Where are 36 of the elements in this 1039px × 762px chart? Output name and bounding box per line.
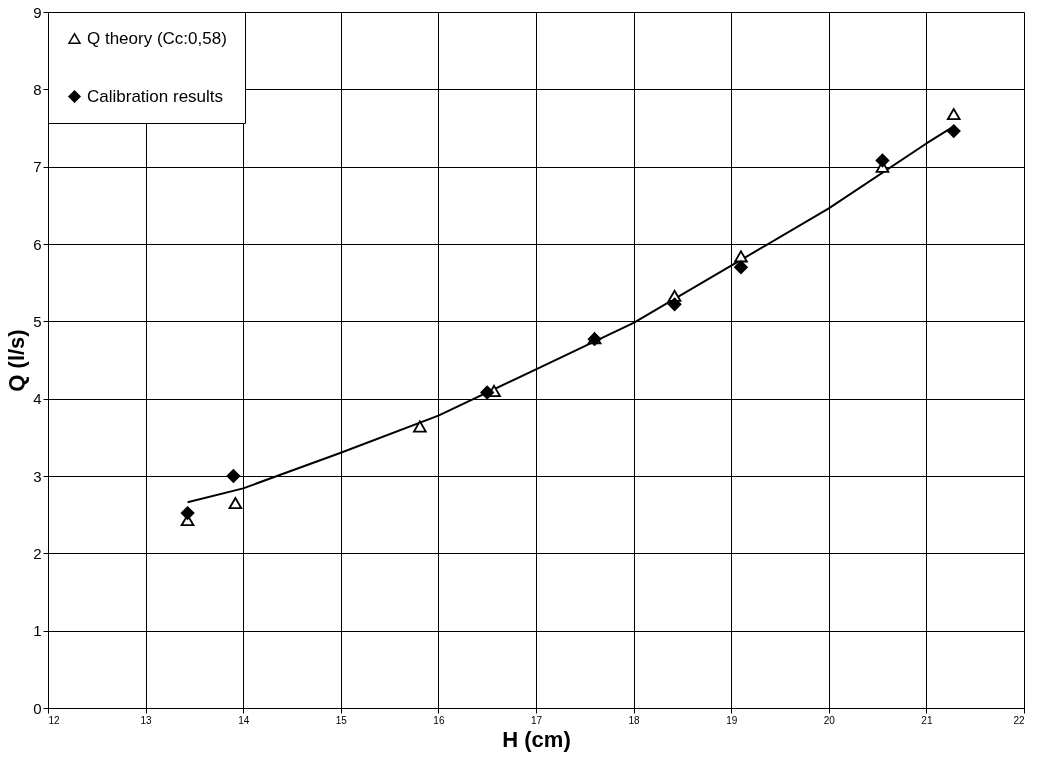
point xyxy=(875,153,890,168)
point xyxy=(734,250,748,263)
x-tick-label: 13 xyxy=(140,714,153,726)
x-tick-label: 17 xyxy=(530,714,543,726)
point xyxy=(734,260,748,275)
x-tick-label: 19 xyxy=(726,714,738,726)
y-axis-title: Q (l/s) xyxy=(4,329,30,392)
y-tick-label: 9 xyxy=(33,3,42,21)
legend-label: Calibration results xyxy=(87,86,224,106)
point xyxy=(228,497,243,510)
y-tick-label: 8 xyxy=(33,80,42,98)
x-tick-label: 12 xyxy=(48,714,61,726)
y-tick-label: 0 xyxy=(33,699,42,717)
point xyxy=(946,108,961,121)
point xyxy=(667,297,682,312)
y-tick-label: 2 xyxy=(33,544,42,562)
x-tick-label: 16 xyxy=(433,714,445,726)
x-axis-title: H (cm) xyxy=(502,726,571,752)
x-tick-label: 21 xyxy=(921,714,933,726)
x-tick-label: 18 xyxy=(628,714,641,726)
legend-label: Q theory (Cc:0,58) xyxy=(87,28,227,48)
y-tick-label: 7 xyxy=(33,158,42,176)
x-tick-label: 15 xyxy=(335,714,348,726)
point xyxy=(180,506,195,520)
y-tick-label: 6 xyxy=(33,235,42,253)
y-tick-label: 5 xyxy=(33,312,42,330)
x-tick-label: 14 xyxy=(238,714,250,726)
point xyxy=(413,420,427,433)
y-tick-label: 3 xyxy=(33,467,42,485)
y-tick-label: 4 xyxy=(33,390,42,408)
y-tick-label: 1 xyxy=(33,622,42,640)
point xyxy=(226,469,241,483)
point xyxy=(480,385,495,400)
x-tick-label: 22 xyxy=(1013,714,1025,726)
point xyxy=(946,124,961,138)
x-tick-label: 20 xyxy=(823,714,836,726)
